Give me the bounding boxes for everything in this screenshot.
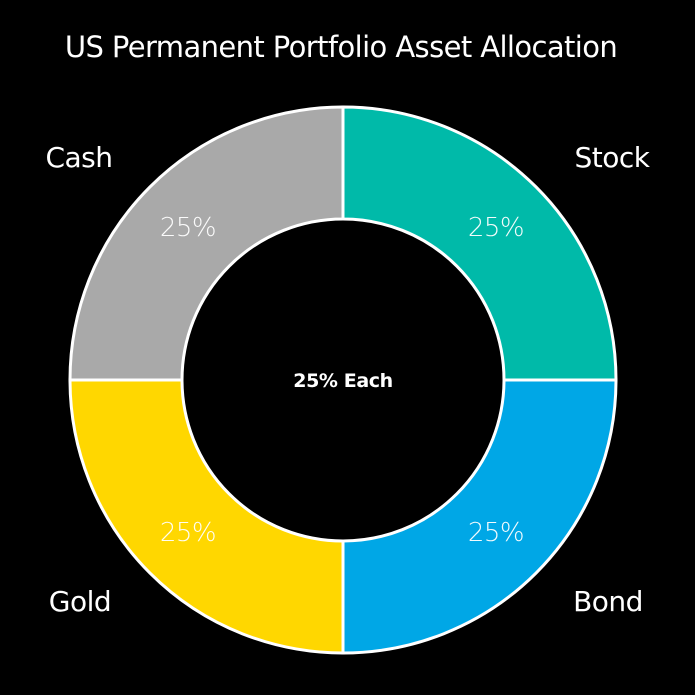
label-cash: Cash bbox=[45, 141, 112, 174]
pct-gold: 25% bbox=[160, 518, 216, 548]
pct-bond: 25% bbox=[468, 518, 524, 548]
slice-bond bbox=[341, 378, 618, 655]
label-bond: Bond bbox=[573, 585, 643, 618]
donut-slices bbox=[68, 105, 618, 655]
label-gold: Gold bbox=[49, 585, 111, 618]
slice-cash bbox=[68, 105, 345, 382]
slice-gold bbox=[68, 378, 345, 655]
center-label: 25% Each bbox=[293, 370, 392, 392]
label-stock: Stock bbox=[575, 141, 651, 174]
pct-stock: 25% bbox=[468, 213, 524, 243]
pct-cash: 25% bbox=[160, 213, 216, 243]
chart-title: US Permanent Portfolio Asset Allocation bbox=[65, 30, 617, 64]
slice-stock bbox=[341, 105, 618, 382]
